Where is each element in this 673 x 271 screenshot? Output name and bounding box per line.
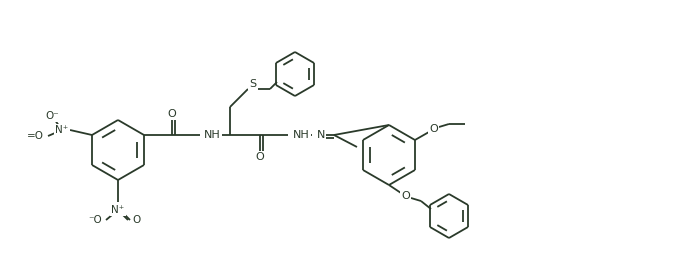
Text: O: O: [429, 124, 438, 134]
Text: NH: NH: [204, 130, 221, 140]
Text: S: S: [250, 79, 256, 89]
Text: O⁻: O⁻: [45, 111, 59, 121]
Text: NH: NH: [293, 130, 310, 140]
Text: O: O: [402, 191, 411, 201]
Text: =O: =O: [27, 131, 44, 141]
Text: O: O: [256, 152, 264, 162]
Text: ⁻O: ⁻O: [88, 215, 102, 225]
Text: O: O: [168, 109, 176, 119]
Text: N: N: [317, 130, 325, 140]
Text: O: O: [132, 215, 140, 225]
Text: N⁺: N⁺: [111, 205, 125, 215]
Text: N⁺: N⁺: [55, 125, 69, 135]
